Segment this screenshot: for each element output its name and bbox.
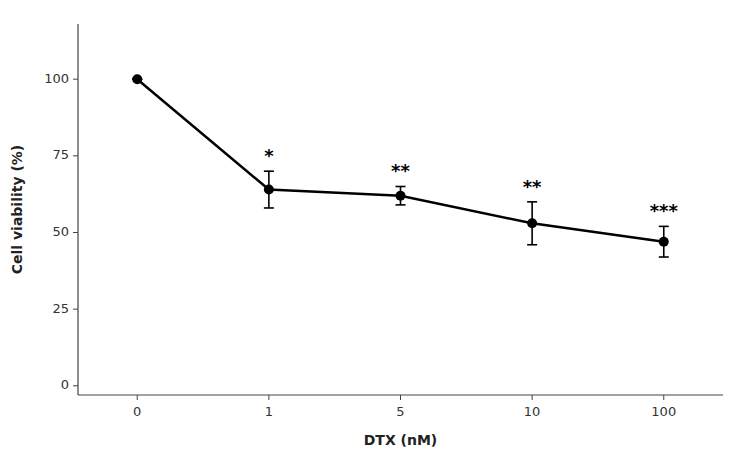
error-bar-cap	[527, 244, 537, 246]
y-tick-label: 50	[52, 224, 69, 239]
y-tick	[73, 385, 78, 386]
chart-svg: 0 25 50 75 100 0 1 5 10 100 DTX (nM) Cell viability…	[0, 0, 747, 459]
y-tick	[73, 79, 78, 80]
y-tick	[73, 155, 78, 156]
y-tick-label: 0	[61, 377, 69, 392]
error-bar-cap	[527, 201, 537, 203]
data-point	[132, 74, 142, 84]
error-bar-cap	[396, 186, 406, 188]
x-tick-label: 10	[524, 404, 541, 419]
data-point	[264, 185, 274, 195]
y-tick-label: 25	[52, 301, 69, 316]
x-tick-label: 1	[265, 404, 273, 419]
y-tick	[73, 309, 78, 310]
annotation: ***	[650, 200, 679, 221]
data-point	[659, 237, 669, 247]
annotation: **	[391, 160, 410, 181]
error-bar	[264, 171, 274, 208]
plot-area	[132, 74, 669, 257]
x-tick	[532, 395, 533, 400]
x-tick	[137, 395, 138, 400]
y-axis-label: Cell viability (%)	[9, 145, 25, 275]
error-bar-cap	[659, 256, 669, 258]
x-axis-label: DTX (nM)	[364, 432, 438, 448]
data-point	[527, 218, 537, 228]
annotation: *	[264, 145, 274, 166]
error-bar	[527, 202, 537, 245]
x-tick	[663, 395, 664, 400]
error-bar-cap	[396, 204, 406, 206]
x-tick	[400, 395, 401, 400]
data-point	[396, 191, 406, 201]
x-tick	[268, 395, 269, 400]
y-tick-label: 75	[52, 147, 69, 162]
x-tick-label: 100	[651, 404, 676, 419]
data-line	[137, 79, 664, 242]
error-bar	[659, 226, 669, 257]
error-bar-cap	[264, 170, 274, 172]
x-tick-label: 0	[133, 404, 141, 419]
x-tick-label: 5	[396, 404, 404, 419]
chart-container: 0 25 50 75 100 0 1 5 10 100 DTX (nM) Cell viability…	[0, 0, 747, 459]
annotation: **	[523, 176, 542, 197]
error-bar-cap	[659, 226, 669, 228]
y-tick-label: 100	[44, 71, 69, 86]
error-bar-cap	[264, 207, 274, 209]
error-bar	[396, 187, 406, 205]
y-tick	[73, 232, 78, 233]
